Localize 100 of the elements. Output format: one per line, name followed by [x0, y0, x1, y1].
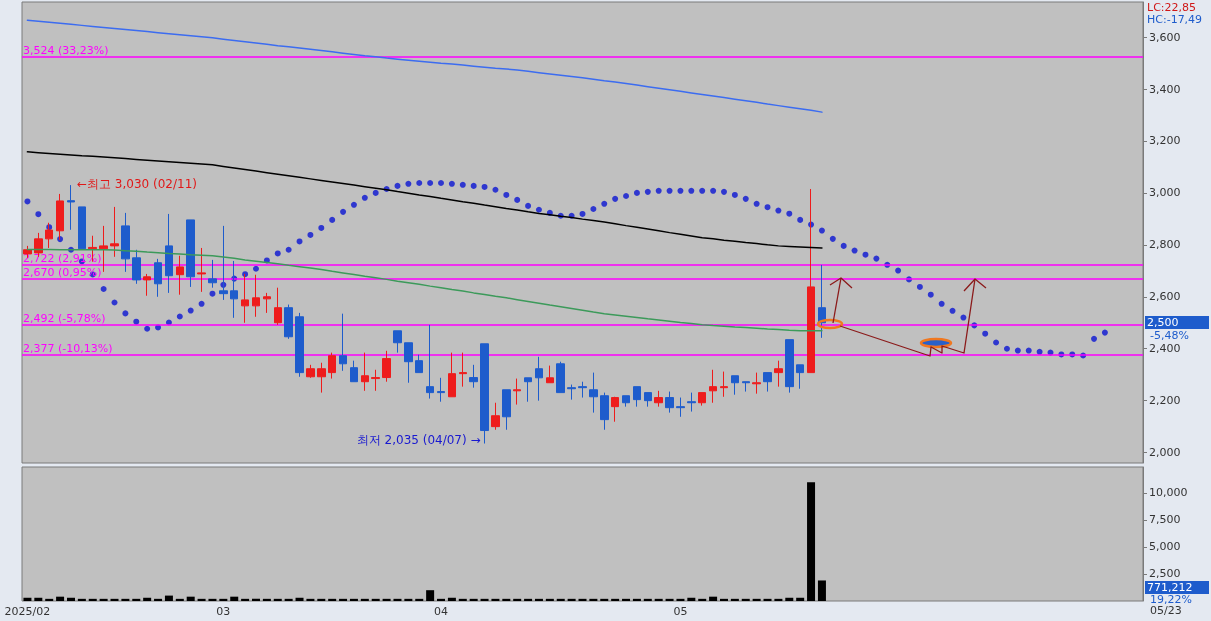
bar: [393, 598, 402, 601]
candlestick: [99, 225, 108, 273]
bar: [99, 598, 108, 601]
candlestick: [742, 381, 750, 393]
candlestick: [274, 287, 282, 326]
candlestick: [121, 212, 130, 273]
candlestick: [284, 304, 293, 340]
bar: [622, 598, 631, 601]
y-tick-label: 2,200: [1149, 394, 1181, 408]
bar: [415, 598, 424, 601]
bar: [676, 598, 685, 601]
bar: [426, 590, 435, 601]
candlestick: [469, 364, 478, 389]
bar: [371, 598, 380, 601]
bar: [284, 598, 293, 601]
line-series: [26, 19, 823, 113]
bar: [817, 580, 826, 601]
bar: [578, 598, 587, 601]
bar: [241, 598, 250, 601]
candlestick: [252, 274, 260, 318]
candlestick: [350, 360, 358, 383]
text: LC:22,85: [1147, 1, 1197, 14]
bar: [719, 598, 728, 601]
y-tick-label: 3,000: [1149, 186, 1181, 200]
bar: [132, 598, 141, 601]
candlestick: [556, 361, 565, 394]
candlestick: [241, 273, 249, 324]
candlestick: [644, 392, 652, 408]
bar: [306, 598, 315, 601]
candlestick: [654, 390, 663, 408]
annotation: 최저 2,035 (04/07) →: [356, 432, 481, 447]
bar: [154, 598, 163, 601]
ref-line-label: 3,524 (33,23%): [23, 43, 109, 57]
candlestick: [763, 372, 772, 393]
y-tick-label: 10,000: [1149, 486, 1188, 500]
bar: [730, 598, 739, 601]
text: 19,22%: [1150, 593, 1192, 607]
candlestick: [676, 397, 685, 418]
candlestick: [295, 312, 304, 378]
candlestick: [306, 364, 315, 379]
x-tick-label: 2025/02: [4, 605, 51, 618]
bar: [295, 597, 304, 601]
text: HC:-17,49: [1147, 13, 1203, 26]
bar: [665, 598, 674, 601]
annotation: ←최고 3,030 (02/11): [76, 177, 197, 192]
bar: [339, 598, 348, 601]
bar: [502, 598, 511, 601]
y-tick-label: 3,200: [1149, 134, 1181, 148]
bar: [230, 596, 239, 601]
line-series: [26, 151, 823, 249]
candlestick: [382, 350, 391, 383]
bar: [600, 598, 609, 601]
candlestick: [361, 352, 369, 392]
candlestick: [154, 258, 162, 298]
bar: [349, 598, 358, 601]
candlestick: [720, 371, 728, 398]
y-tick-label: 3,600: [1149, 30, 1181, 44]
y-tick-label: 2,800: [1149, 238, 1181, 252]
candlestick: [263, 292, 271, 314]
y-tick-label: 3,400: [1149, 82, 1181, 96]
text: 05/23: [1150, 604, 1182, 617]
bar: [469, 598, 478, 601]
candlestick: [546, 365, 554, 384]
bar: [56, 596, 65, 601]
ref-line-label: 2,670 (0,95%): [23, 265, 102, 279]
candlestick: [698, 392, 706, 407]
candlestick: [480, 343, 489, 445]
bar: [360, 598, 369, 601]
bar: [219, 598, 228, 601]
y-tick-label: 7,500: [1149, 513, 1181, 527]
bar: [328, 598, 337, 601]
candlestick: [578, 381, 587, 399]
bar: [34, 597, 43, 601]
ref-line-label: 2,492 (-5,78%): [23, 311, 106, 325]
candlestick: [78, 206, 86, 250]
bar: [480, 598, 489, 601]
bar: [567, 598, 576, 601]
candlestick: [448, 352, 456, 398]
candlestick: [687, 392, 696, 413]
candlestick: [339, 313, 347, 372]
bar: [589, 598, 598, 601]
candlestick: [437, 377, 445, 403]
candlestick: [328, 352, 336, 380]
bar: [143, 597, 152, 601]
bar: [175, 598, 184, 601]
candlestick: [176, 255, 184, 296]
candlestick: [567, 384, 576, 401]
text: -5,48%: [1150, 328, 1189, 342]
bar: [447, 597, 456, 601]
bar: [317, 598, 326, 601]
bar: [404, 598, 413, 601]
candlestick: [197, 247, 206, 293]
candlestick: [393, 330, 402, 354]
bar: [524, 598, 533, 601]
candlestick: [415, 354, 423, 374]
bar: [45, 598, 54, 601]
bar: [763, 598, 772, 601]
candlestick: [110, 206, 119, 258]
candlestick: [132, 249, 141, 285]
bar: [632, 598, 641, 601]
